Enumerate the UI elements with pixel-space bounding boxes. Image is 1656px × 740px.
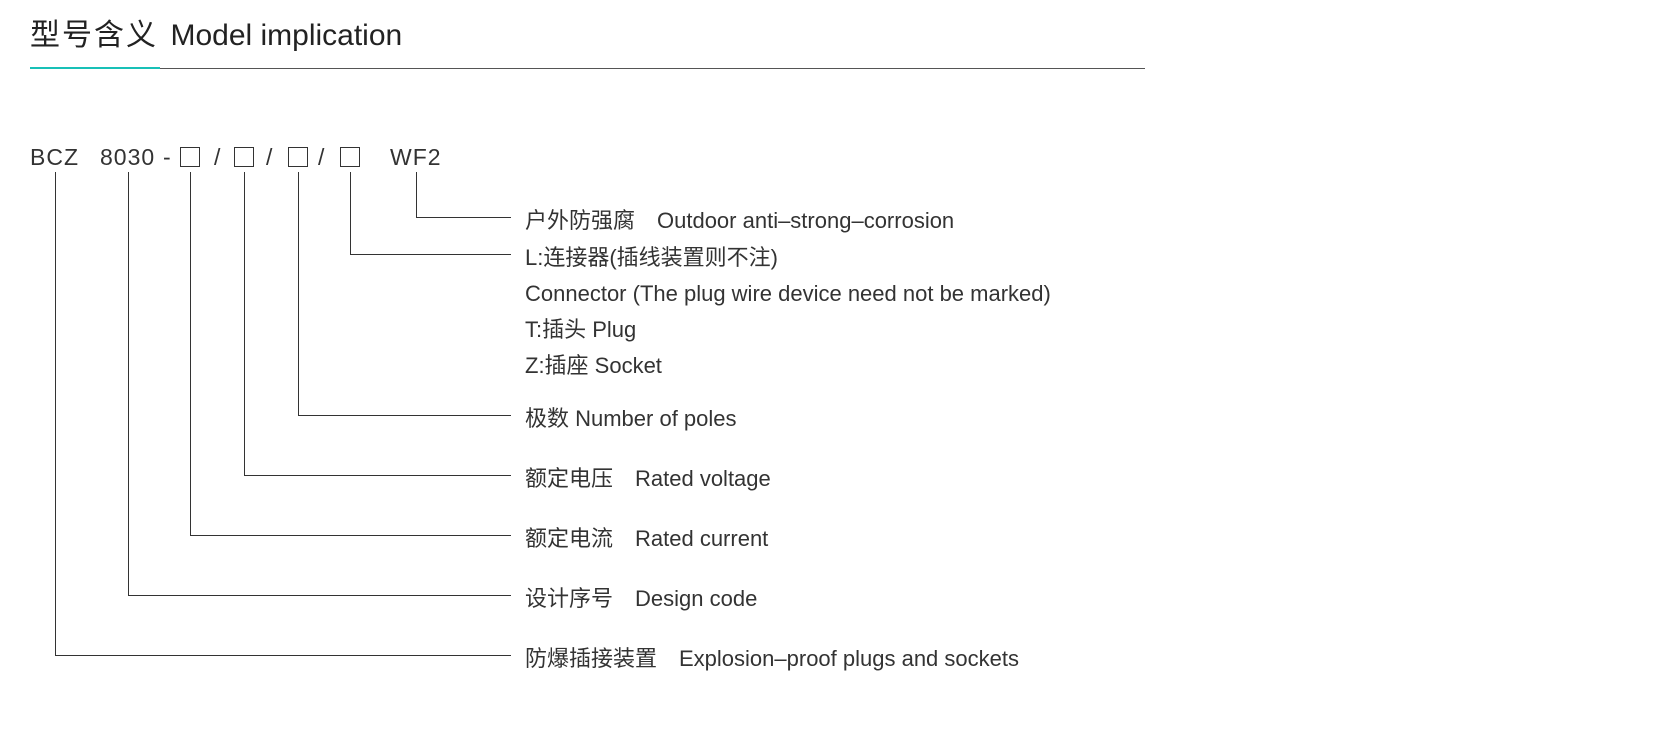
model-implication-diagram: 型号含义 Model implication BCZ 8030- / / / WF2 户外防… — [0, 0, 1656, 740]
bracket-line-vertical — [416, 172, 417, 217]
code-segment: / — [214, 144, 221, 171]
bracket-line-horizontal — [350, 254, 511, 255]
bracket-line-horizontal — [55, 655, 511, 656]
code-segment: / — [318, 144, 325, 171]
bracket-line-vertical — [298, 172, 299, 415]
title-underline-accent — [30, 67, 160, 69]
code-segment: 8030 — [100, 144, 155, 171]
annotation-text: 防爆插接装置 Explosion–proof plugs and sockets — [525, 641, 1019, 673]
bracket-line-vertical — [244, 172, 245, 475]
section-title-cn: 型号含义 — [30, 10, 158, 54]
annotation-text: 极数 Number of poles — [525, 401, 737, 433]
annotation-text: 额定电流 Rated current — [525, 521, 768, 553]
section-title: 型号含义 Model implication — [30, 10, 402, 54]
bracket-line-vertical — [350, 172, 351, 254]
code-segment: WF2 — [390, 144, 442, 171]
bracket-line-vertical — [190, 172, 191, 535]
title-underline — [160, 68, 1145, 69]
code-placeholder-box — [234, 144, 254, 171]
bracket-line-horizontal — [190, 535, 511, 536]
bracket-line-horizontal — [244, 475, 511, 476]
bracket-line-vertical — [55, 172, 56, 655]
code-placeholder-box — [180, 144, 200, 171]
bracket-line-horizontal — [298, 415, 511, 416]
code-segment: / — [266, 144, 273, 171]
annotation-text: L:连接器(插线装置则不注)Connector (The plug wire d… — [525, 240, 1051, 384]
section-title-en: Model implication — [170, 19, 402, 53]
bracket-line-horizontal — [416, 217, 511, 218]
annotation-text: 设计序号 Design code — [525, 581, 757, 613]
code-segment: - — [163, 144, 172, 171]
annotation-text: 户外防强腐 Outdoor anti–strong–corrosion — [525, 203, 954, 235]
code-segment: BCZ — [30, 144, 79, 171]
code-placeholder-box — [288, 144, 308, 171]
code-placeholder-box — [340, 144, 360, 171]
bracket-line-vertical — [128, 172, 129, 595]
bracket-line-horizontal — [128, 595, 511, 596]
annotation-text: 额定电压 Rated voltage — [525, 461, 771, 493]
